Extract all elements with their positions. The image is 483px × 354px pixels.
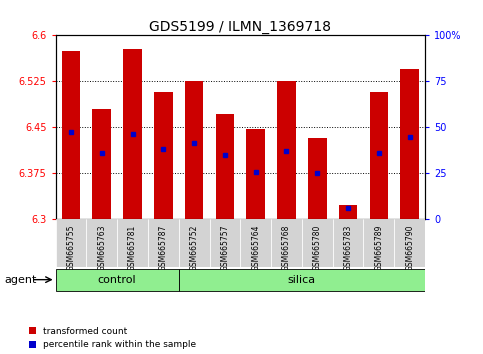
Bar bbox=[369, 92, 388, 219]
Bar bbox=[215, 114, 234, 219]
Bar bbox=[246, 129, 265, 219]
Text: GSM665780: GSM665780 bbox=[313, 224, 322, 271]
Bar bbox=[364, 219, 394, 267]
Text: GSM665755: GSM665755 bbox=[67, 224, 75, 271]
Bar bbox=[92, 109, 111, 219]
Text: GSM665764: GSM665764 bbox=[251, 224, 260, 271]
Title: GDS5199 / ILMN_1369718: GDS5199 / ILMN_1369718 bbox=[149, 21, 331, 34]
Text: GSM665768: GSM665768 bbox=[282, 224, 291, 271]
Bar bbox=[117, 219, 148, 267]
Bar bbox=[271, 219, 302, 267]
Bar bbox=[339, 205, 357, 219]
Bar bbox=[308, 138, 327, 219]
Bar bbox=[333, 219, 364, 267]
Text: GSM665757: GSM665757 bbox=[220, 224, 229, 271]
Bar bbox=[400, 69, 419, 219]
Bar bbox=[394, 219, 425, 267]
Bar bbox=[56, 268, 179, 291]
Bar bbox=[56, 219, 86, 267]
Legend: transformed count, percentile rank within the sample: transformed count, percentile rank withi… bbox=[28, 327, 196, 349]
Text: GSM665789: GSM665789 bbox=[374, 224, 384, 271]
Bar bbox=[210, 219, 240, 267]
Text: GSM665787: GSM665787 bbox=[159, 224, 168, 271]
Text: control: control bbox=[98, 275, 136, 285]
Bar bbox=[277, 81, 296, 219]
Text: silica: silica bbox=[288, 275, 316, 285]
Bar bbox=[154, 92, 172, 219]
Bar bbox=[240, 219, 271, 267]
Text: GSM665752: GSM665752 bbox=[190, 224, 199, 271]
Bar bbox=[185, 81, 203, 219]
Bar bbox=[179, 219, 210, 267]
Bar bbox=[302, 219, 333, 267]
Bar bbox=[148, 219, 179, 267]
Bar bbox=[86, 219, 117, 267]
Bar bbox=[62, 51, 80, 219]
Text: GSM665790: GSM665790 bbox=[405, 224, 414, 271]
Text: agent: agent bbox=[5, 275, 37, 285]
Text: GSM665781: GSM665781 bbox=[128, 224, 137, 270]
Text: GSM665763: GSM665763 bbox=[97, 224, 106, 271]
Bar bbox=[123, 49, 142, 219]
Bar bbox=[179, 268, 425, 291]
Text: GSM665783: GSM665783 bbox=[343, 224, 353, 271]
